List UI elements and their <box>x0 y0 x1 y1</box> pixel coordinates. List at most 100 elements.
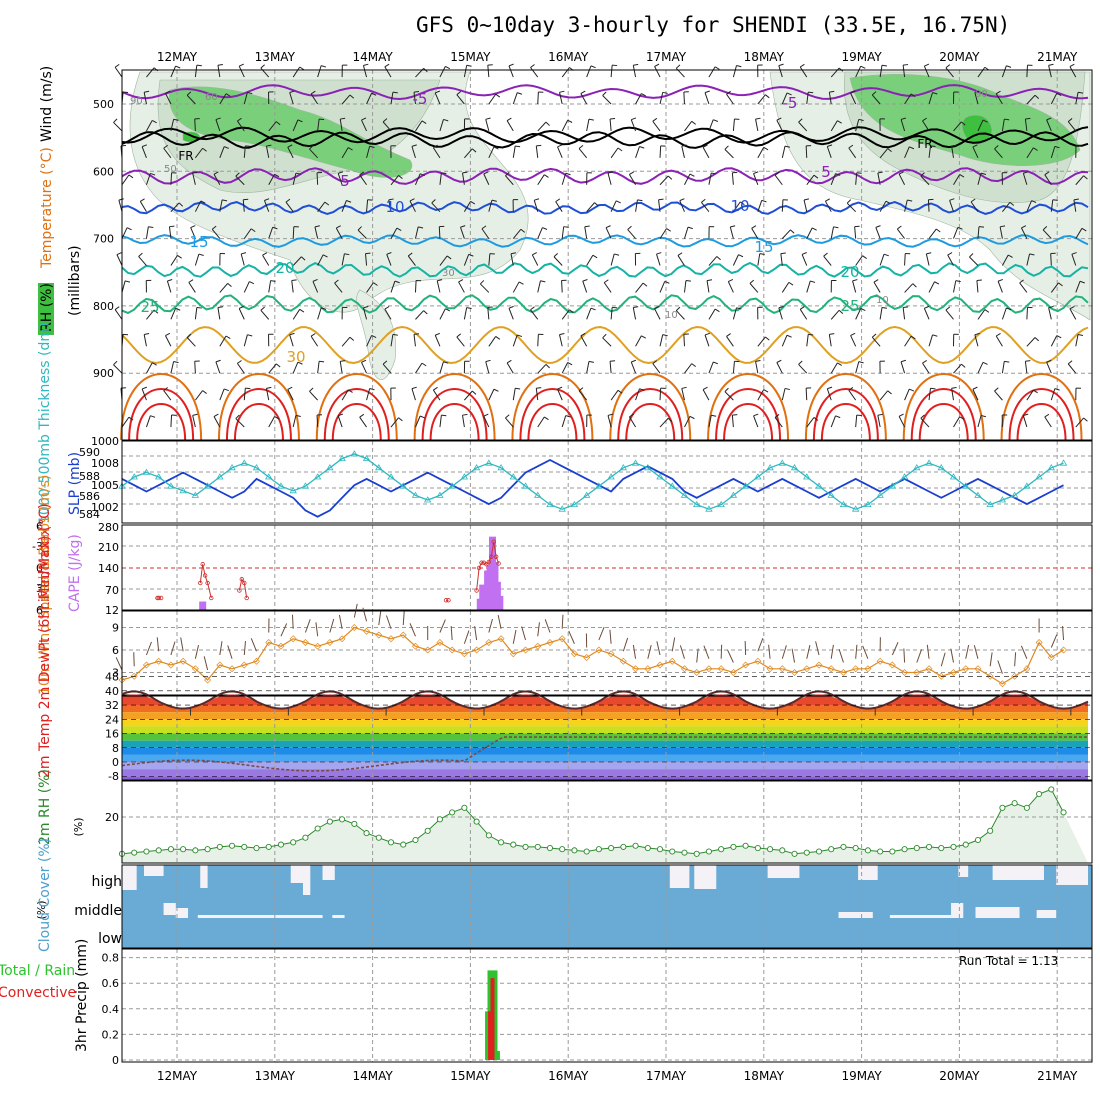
clear-sky-block <box>858 865 878 880</box>
wind-barb-flag <box>213 413 219 417</box>
wind-barb-flag <box>602 333 607 339</box>
wind-barb-flag <box>544 174 549 178</box>
bottom-date-label: 13MAY <box>255 1069 296 1083</box>
temp-tick-label: 40 <box>105 685 119 698</box>
rh-point <box>204 846 211 853</box>
wind-barb <box>194 65 198 78</box>
wind-barb-flag <box>555 198 561 203</box>
wind-barb-flag <box>542 227 548 230</box>
wind-barb <box>537 91 539 105</box>
wind-barb <box>656 253 661 266</box>
wind-barb-flag <box>885 200 891 205</box>
wind-barb <box>1075 334 1079 347</box>
contour-label: 10 <box>730 197 749 215</box>
wind-barb-flag <box>544 416 549 421</box>
wind-barb-flag <box>196 64 202 67</box>
wind-barb <box>1026 94 1036 105</box>
wind-barb-flag <box>614 253 620 256</box>
thickness-point <box>509 473 517 480</box>
rh-point <box>583 848 590 855</box>
wind-barb <box>1026 147 1034 159</box>
wind-barb <box>163 390 172 401</box>
rh-point <box>779 847 786 854</box>
wind-barb <box>456 94 465 105</box>
wind-barb-flag <box>662 334 668 337</box>
wind-barb <box>1067 121 1077 132</box>
wind-barb <box>439 361 444 374</box>
thickness-point <box>485 459 493 466</box>
wind-barb-flag <box>982 361 988 365</box>
wind-barb <box>310 93 319 105</box>
wind-barb <box>561 280 563 293</box>
clear-sky-block <box>332 915 345 918</box>
wind-barb <box>826 146 832 159</box>
warm-dome <box>233 403 284 441</box>
wind-barb-flag <box>250 228 256 233</box>
wind-barb <box>512 145 516 158</box>
wind-barb-flag <box>419 415 425 419</box>
wind-barb <box>828 334 832 347</box>
wind-barb-flag <box>295 172 301 175</box>
wind-barb <box>877 415 881 428</box>
wind-barb <box>731 172 734 185</box>
wind-barb-flag <box>386 252 392 255</box>
warm-dome <box>918 403 969 441</box>
temp-band <box>122 705 1088 713</box>
wind-barb-flag <box>924 305 930 309</box>
wind-speed-point <box>277 642 285 650</box>
dewpoint-line <box>121 736 1088 772</box>
wind-barb <box>1024 118 1028 131</box>
wind-barb <box>652 363 661 374</box>
temp-tick-label: 48 <box>105 671 119 684</box>
wind-barb <box>610 307 613 320</box>
thickness-point <box>399 482 407 489</box>
wind-barb-flag <box>1000 225 1006 228</box>
wind-barb-flag <box>373 282 378 286</box>
wind-barb-flag <box>186 333 192 338</box>
wind-barb-flag <box>413 333 420 335</box>
wind-barb-flag <box>340 117 346 120</box>
wind-barb <box>512 334 518 347</box>
wind-barb-flag <box>617 389 623 394</box>
temp-band <box>122 769 1088 777</box>
cloud-background <box>122 865 1092 948</box>
clear-sky-block <box>197 915 323 918</box>
wind-barb <box>537 227 543 239</box>
wind-barb <box>584 226 588 239</box>
wind-barb-flag <box>920 414 925 419</box>
wind-barb-flag <box>641 335 647 339</box>
wind-barb-flag <box>755 117 761 120</box>
wind-barb <box>708 308 716 320</box>
wind-barb-flag <box>605 225 611 229</box>
min-marker: I <box>776 708 779 719</box>
min-marker: I <box>972 708 975 719</box>
wind-barb-flag <box>175 307 181 311</box>
wind-speed-point <box>509 650 517 658</box>
wind-barb-flag <box>1056 335 1062 339</box>
wind-barb-flag <box>545 364 550 369</box>
wind-barb-flag <box>994 387 999 392</box>
wind-barb <box>439 172 442 185</box>
wind-barb-flag <box>349 94 355 99</box>
wind-barb <box>781 146 786 158</box>
wind-barb <box>708 361 714 374</box>
wind-barb-flag <box>774 171 780 176</box>
wind-barb-flag <box>493 388 499 392</box>
wind-barb <box>659 175 669 186</box>
wind-barb <box>415 415 421 428</box>
wind-barb <box>285 201 294 212</box>
wind-barb-flag <box>545 121 550 126</box>
temp-band <box>122 697 1088 706</box>
wind-barb <box>855 172 858 185</box>
wind-barb-flag <box>701 198 706 203</box>
wind-speed-point <box>460 650 468 658</box>
warm-dome <box>519 388 586 441</box>
wind-barb-flag <box>850 90 856 94</box>
wind-barb-flag <box>363 305 369 309</box>
wind-barb <box>439 415 442 428</box>
surface-wind-barb <box>679 645 685 659</box>
wind-barb-flag <box>1054 145 1060 149</box>
wind-barb <box>561 67 570 78</box>
wind-barb <box>635 199 638 212</box>
wind-barb-flag <box>580 90 586 94</box>
